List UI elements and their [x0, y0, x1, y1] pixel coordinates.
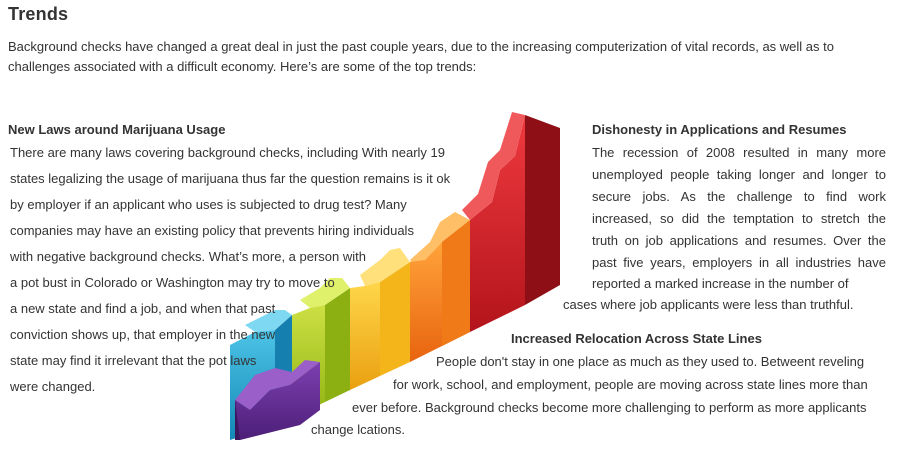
marijuana-line: There are many laws covering background …: [10, 145, 445, 160]
marijuana-line: states legalizing the usage of marijuana…: [10, 171, 451, 186]
section-heading-marijuana: New Laws around Marijuana Usage: [8, 122, 226, 137]
dishonesty-line: cases where job applicants were less tha…: [563, 297, 854, 312]
dishonesty-line: reported a marked increase in the number…: [592, 276, 849, 291]
yellow-bar: [350, 248, 410, 390]
relocation-line: change lcations.: [311, 422, 405, 437]
marijuana-line: conviction shows up, that employer in th…: [10, 327, 276, 342]
purple-bar: [235, 360, 320, 440]
dishonesty-line: truth on job applications and resumes. O…: [592, 233, 886, 248]
staircase-graphic: [230, 112, 560, 440]
relocation-line: for work, school, and employment, people…: [393, 377, 868, 392]
section-heading-dishonesty: Dishonesty in Applications and Resumes: [592, 122, 847, 137]
dishonesty-line: unemployed people taking longer and long…: [592, 167, 886, 182]
marijuana-line: by employer if an applicant who uses is …: [10, 197, 407, 212]
intro-paragraph: Background checks have changed a great d…: [8, 39, 834, 74]
relocation-line: ever before. Background checks become mo…: [352, 400, 867, 415]
red-bar: [462, 112, 560, 332]
orange-bar: [410, 212, 470, 362]
relocation-line: People don't stay in one place as much a…: [436, 354, 865, 369]
dishonesty-line: increased, so did the temptation to stre…: [592, 211, 886, 226]
marijuana-line: companies may have an existing policy th…: [10, 223, 414, 238]
marijuana-line: with negative background checks. What’s …: [10, 249, 366, 264]
marijuana-line: a new state and find a job, and when tha…: [10, 301, 276, 316]
dishonesty-line: secure jobs. As the challenge to find wo…: [592, 189, 886, 204]
dishonesty-line: The recession of 2008 resulted in many m…: [592, 145, 886, 160]
marijuana-line: state may find it irrelevant that the po…: [10, 353, 257, 368]
dishonesty-line: past five years, employers in all indust…: [592, 255, 886, 270]
section-heading-relocation: Increased Relocation Across State Lines: [511, 331, 762, 346]
marijuana-line: a pot bust in Colorado or Washington may…: [10, 275, 335, 290]
marijuana-line: were changed.: [10, 379, 96, 394]
page-title: Trends: [8, 4, 69, 24]
